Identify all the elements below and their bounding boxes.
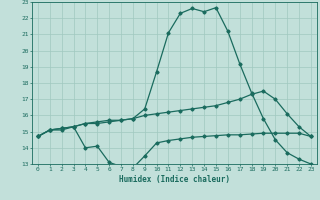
- X-axis label: Humidex (Indice chaleur): Humidex (Indice chaleur): [119, 175, 230, 184]
